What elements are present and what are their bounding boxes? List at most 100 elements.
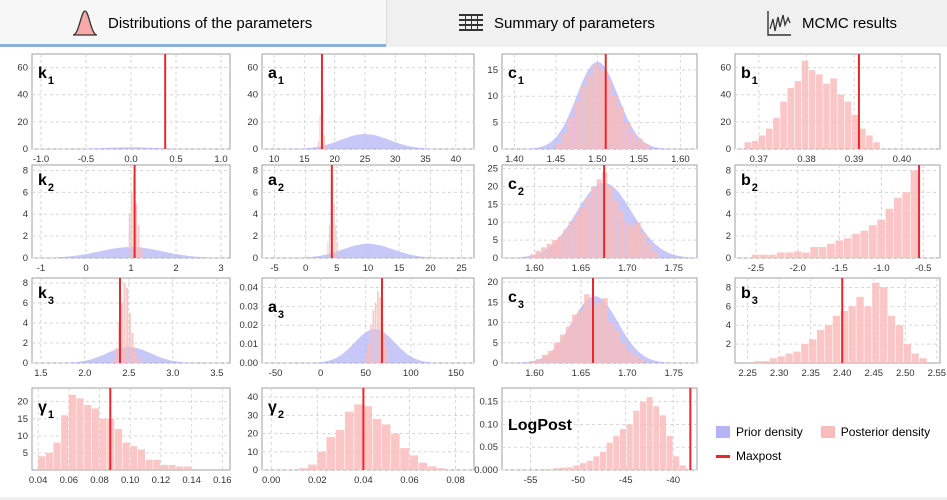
x-tick-label: 35	[420, 154, 431, 165]
plot-title-subscript: 2	[48, 182, 54, 194]
x-tick-label: -0.5	[78, 154, 94, 165]
posterior-bar	[636, 138, 643, 149]
y-tick-label: 15	[487, 65, 498, 76]
y-tick-label: 5	[23, 448, 28, 459]
posterior-bar	[325, 144, 327, 149]
posterior-bar	[646, 397, 653, 470]
prior-swatch	[716, 426, 730, 438]
posterior-bar	[137, 225, 140, 258]
posterior-bar	[547, 350, 554, 363]
posterior-bar	[122, 442, 130, 470]
y-tick-label: 20	[247, 117, 258, 128]
y-tick-label: 0.05	[480, 442, 499, 453]
plot-title-subscript: 3	[278, 309, 284, 321]
posterior-bar	[568, 117, 575, 149]
posterior-bar	[553, 468, 560, 470]
tab-summary[interactable]: Summary of parameters	[444, 0, 724, 46]
x-tick-label: 0.10	[121, 475, 140, 486]
y-tick-label: 60	[720, 63, 731, 74]
posterior-bar	[761, 361, 770, 363]
maxpost-swatch	[716, 454, 730, 458]
posterior-bar	[785, 252, 793, 258]
x-tick-label: 0.37	[750, 154, 769, 165]
posterior-bar	[317, 451, 326, 470]
plot-title-subscript: 1	[518, 75, 524, 87]
posterior-bar	[624, 222, 630, 258]
posterior-bar	[128, 313, 131, 363]
posterior-bar	[335, 429, 345, 470]
posterior-bar	[318, 140, 319, 149]
y-tick-label: 6	[23, 187, 28, 198]
posterior-bar	[652, 250, 658, 258]
posterior-bar	[327, 241, 329, 258]
x-tick-label: 2.45	[865, 368, 884, 379]
y-tick-label: 5	[493, 235, 498, 246]
x-tick-label: 10	[363, 263, 374, 274]
plot-title-subscript: 2	[518, 186, 524, 198]
posterior-bar	[554, 342, 560, 363]
posterior-bar	[573, 465, 580, 470]
posterior-bar	[785, 353, 793, 363]
posterior-bar	[793, 351, 801, 363]
posterior-bar	[584, 294, 590, 363]
y-tick-label: 2	[23, 338, 28, 349]
x-tick-label: -40	[666, 475, 680, 486]
y-tick-label: 4	[726, 209, 731, 220]
x-tick-label: 10	[269, 154, 280, 165]
y-tick-label: 4	[23, 318, 28, 329]
posterior-bar	[860, 230, 869, 258]
x-tick-label: 0.06	[60, 475, 79, 486]
y-tick-label: 60	[247, 63, 258, 74]
y-tick-label: 2	[726, 231, 731, 242]
posterior-bar	[535, 250, 541, 258]
posterior-bar	[919, 358, 927, 363]
posterior-bar	[128, 214, 131, 258]
posterior-bar	[168, 464, 176, 470]
posterior-bar	[808, 70, 816, 149]
posterior-bar	[818, 247, 827, 258]
plot-title-subscript: 2	[278, 182, 284, 194]
plot-title-subscript: 2	[752, 182, 758, 194]
x-tick-label: -50	[269, 368, 283, 379]
posterior-bar	[599, 69, 606, 149]
posterior-bar	[620, 342, 626, 363]
posterior-bar	[602, 298, 608, 363]
posterior-bar	[160, 464, 169, 470]
y-tick-label: 40	[720, 90, 731, 101]
x-tick-label: 0.08	[446, 475, 465, 486]
posterior-bar	[768, 254, 777, 258]
posterior-bar	[877, 219, 886, 258]
posterior-bar	[319, 115, 321, 149]
tab-distributions[interactable]: Distributions of the parameters	[0, 0, 386, 46]
plot-title-subscript: 1	[48, 409, 54, 421]
posterior-bar	[176, 466, 184, 470]
posterior-bar	[324, 135, 325, 149]
legend-maxpost-label: Maxpost	[736, 449, 782, 463]
x-tick-label: 1.65	[572, 368, 591, 379]
posterior-bar	[120, 303, 123, 363]
posterior-bar	[329, 225, 330, 258]
posterior-bar	[864, 306, 872, 363]
x-tick-label: 20	[425, 263, 436, 274]
posterior-bar	[580, 85, 587, 149]
tab-bar: Distributions of the parameters Summary …	[0, 0, 947, 47]
y-tick-label: 4	[23, 209, 28, 220]
x-tick-label: -50	[571, 475, 585, 486]
x-tick-label: 40	[451, 154, 462, 165]
x-tick-label: 1.75	[665, 368, 684, 379]
y-tick-label: 2	[253, 231, 258, 242]
x-tick-label: 0.08	[90, 475, 109, 486]
bell-curve-icon	[72, 10, 98, 36]
x-tick-label: 2.25	[738, 368, 757, 379]
posterior-bar	[858, 128, 866, 149]
x-tick-label: 0.38	[797, 154, 816, 165]
posterior-bar	[635, 222, 641, 258]
posterior-bar	[852, 233, 860, 258]
y-tick-label: 8	[23, 278, 28, 289]
y-tick-label: 0	[253, 144, 258, 155]
y-tick-label: 5	[493, 118, 498, 129]
posterior-bar	[614, 330, 620, 363]
tab-mcmc[interactable]: MCMC results	[752, 0, 947, 46]
